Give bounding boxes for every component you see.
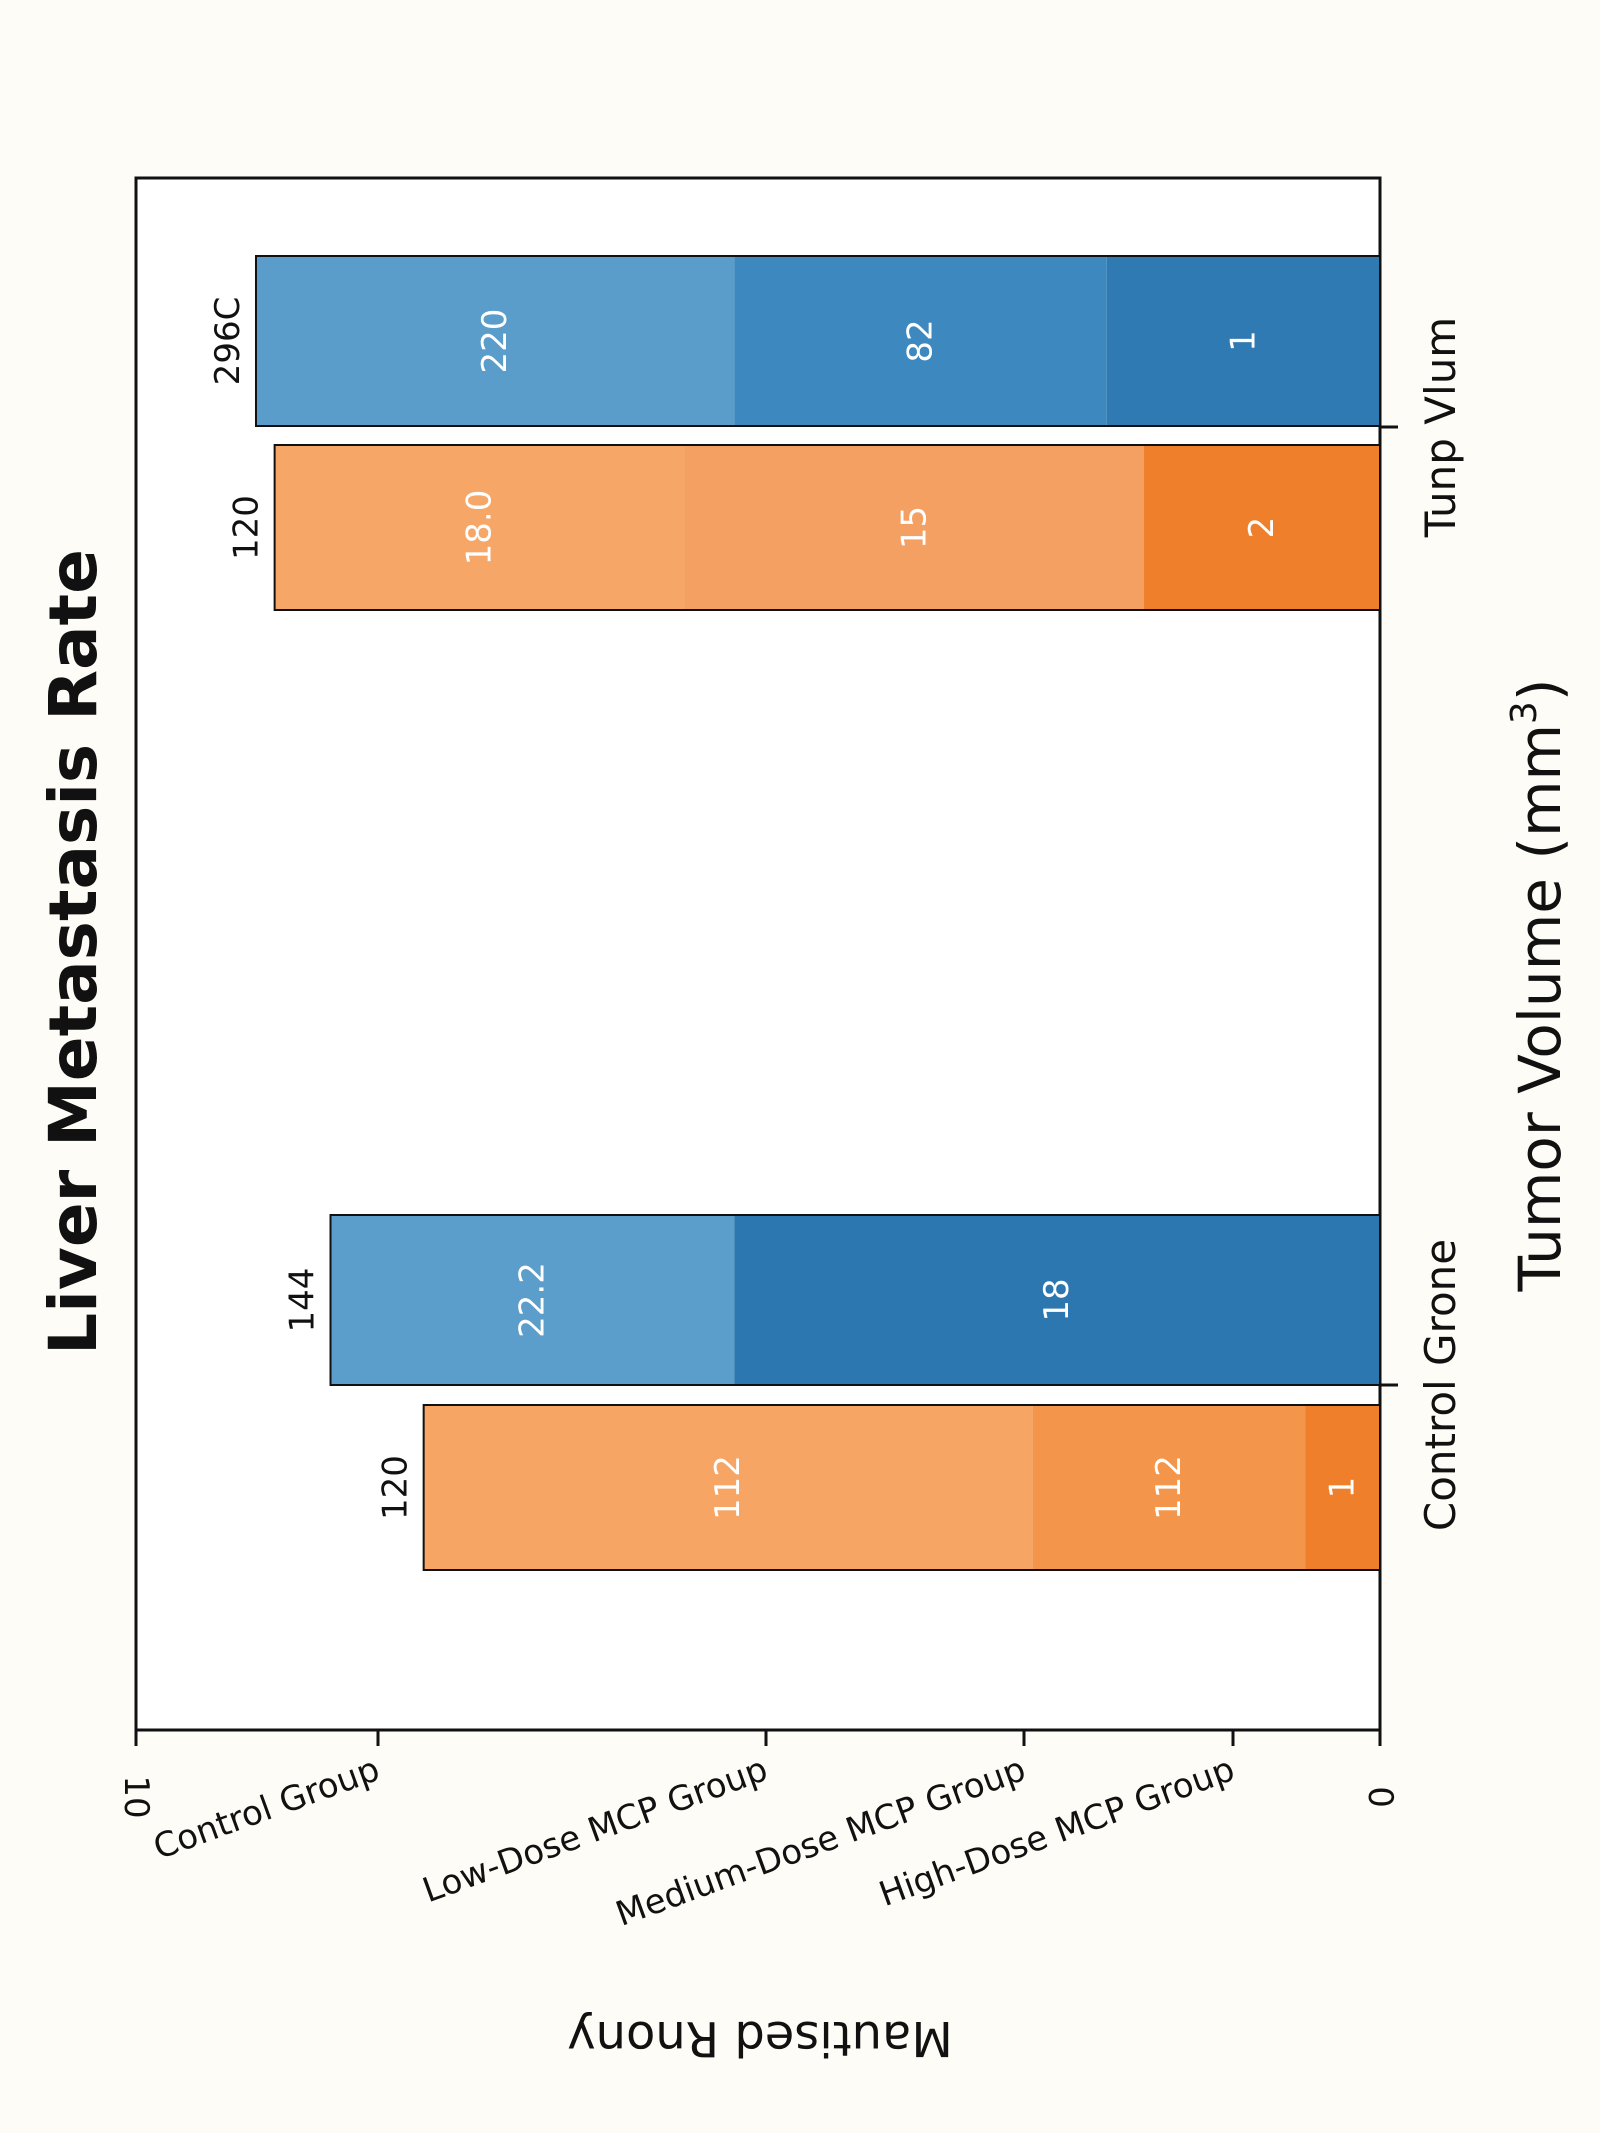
category-label: Tunp Vlum bbox=[1416, 317, 1465, 538]
bar-outline bbox=[254, 255, 1382, 427]
segment-label: 82 bbox=[900, 319, 940, 362]
bar-segment bbox=[1106, 256, 1380, 426]
bar-segment bbox=[423, 1405, 1033, 1570]
bar-segment bbox=[734, 256, 1107, 426]
bar-total-label: 120 bbox=[227, 495, 267, 560]
chart-title: Liver Metastasis Rate bbox=[35, 549, 112, 1355]
bar-segment bbox=[684, 445, 1145, 610]
category-label: Control Grone bbox=[1416, 1239, 1465, 1531]
segment-label: 220 bbox=[475, 309, 515, 374]
bar-total-label: 144 bbox=[283, 1268, 323, 1333]
x-tick-label: Control Group bbox=[148, 1749, 385, 1868]
x-tick-label: Medium-Dose MCP Group bbox=[611, 1749, 1031, 1935]
bar-outline bbox=[329, 1214, 1381, 1386]
segment-label: 112 bbox=[1149, 1455, 1189, 1520]
bar-segment bbox=[255, 256, 735, 426]
bar-segment bbox=[734, 1215, 1380, 1385]
x-axis-label-close: ) bbox=[1506, 679, 1574, 702]
x-tick-label: 0 bbox=[1360, 1786, 1400, 1808]
bar-total-label: 296C bbox=[208, 297, 248, 386]
segment-label: 15 bbox=[894, 506, 934, 549]
segment-label: 22.2 bbox=[512, 1262, 552, 1338]
x-tick-label: High-Dose MCP Group bbox=[874, 1749, 1240, 1915]
segment-label: 18 bbox=[1037, 1278, 1077, 1321]
category-axis: Control Grone Tunp Vlum bbox=[1380, 317, 1465, 1531]
bar-segment bbox=[1032, 1405, 1306, 1570]
segment-label: 1 bbox=[1323, 1477, 1363, 1499]
segment-label: 112 bbox=[708, 1455, 748, 1520]
x-axis-label-text: Tumor Volume (mm bbox=[1506, 724, 1574, 1292]
segment-label: 2 bbox=[1242, 517, 1282, 539]
x-tick-label: 10 bbox=[116, 1775, 156, 1818]
segment-label: 18.0 bbox=[460, 490, 500, 566]
segment-label: 1 bbox=[1223, 330, 1263, 352]
bar-segment bbox=[274, 445, 685, 610]
bar-total-label: 120 bbox=[376, 1455, 416, 1520]
bar-segment bbox=[1305, 1405, 1380, 1570]
y-axis-label: Mautised Rnony bbox=[567, 2010, 953, 2066]
x-axis-label: Tumor Volume (mm3) bbox=[1504, 679, 1574, 1293]
bar-outline bbox=[273, 444, 1381, 611]
bar-outline bbox=[422, 1404, 1382, 1571]
bar-segment bbox=[1144, 445, 1380, 610]
bar-segment bbox=[330, 1215, 735, 1385]
x-axis-label-sup: 3 bbox=[1504, 701, 1545, 724]
